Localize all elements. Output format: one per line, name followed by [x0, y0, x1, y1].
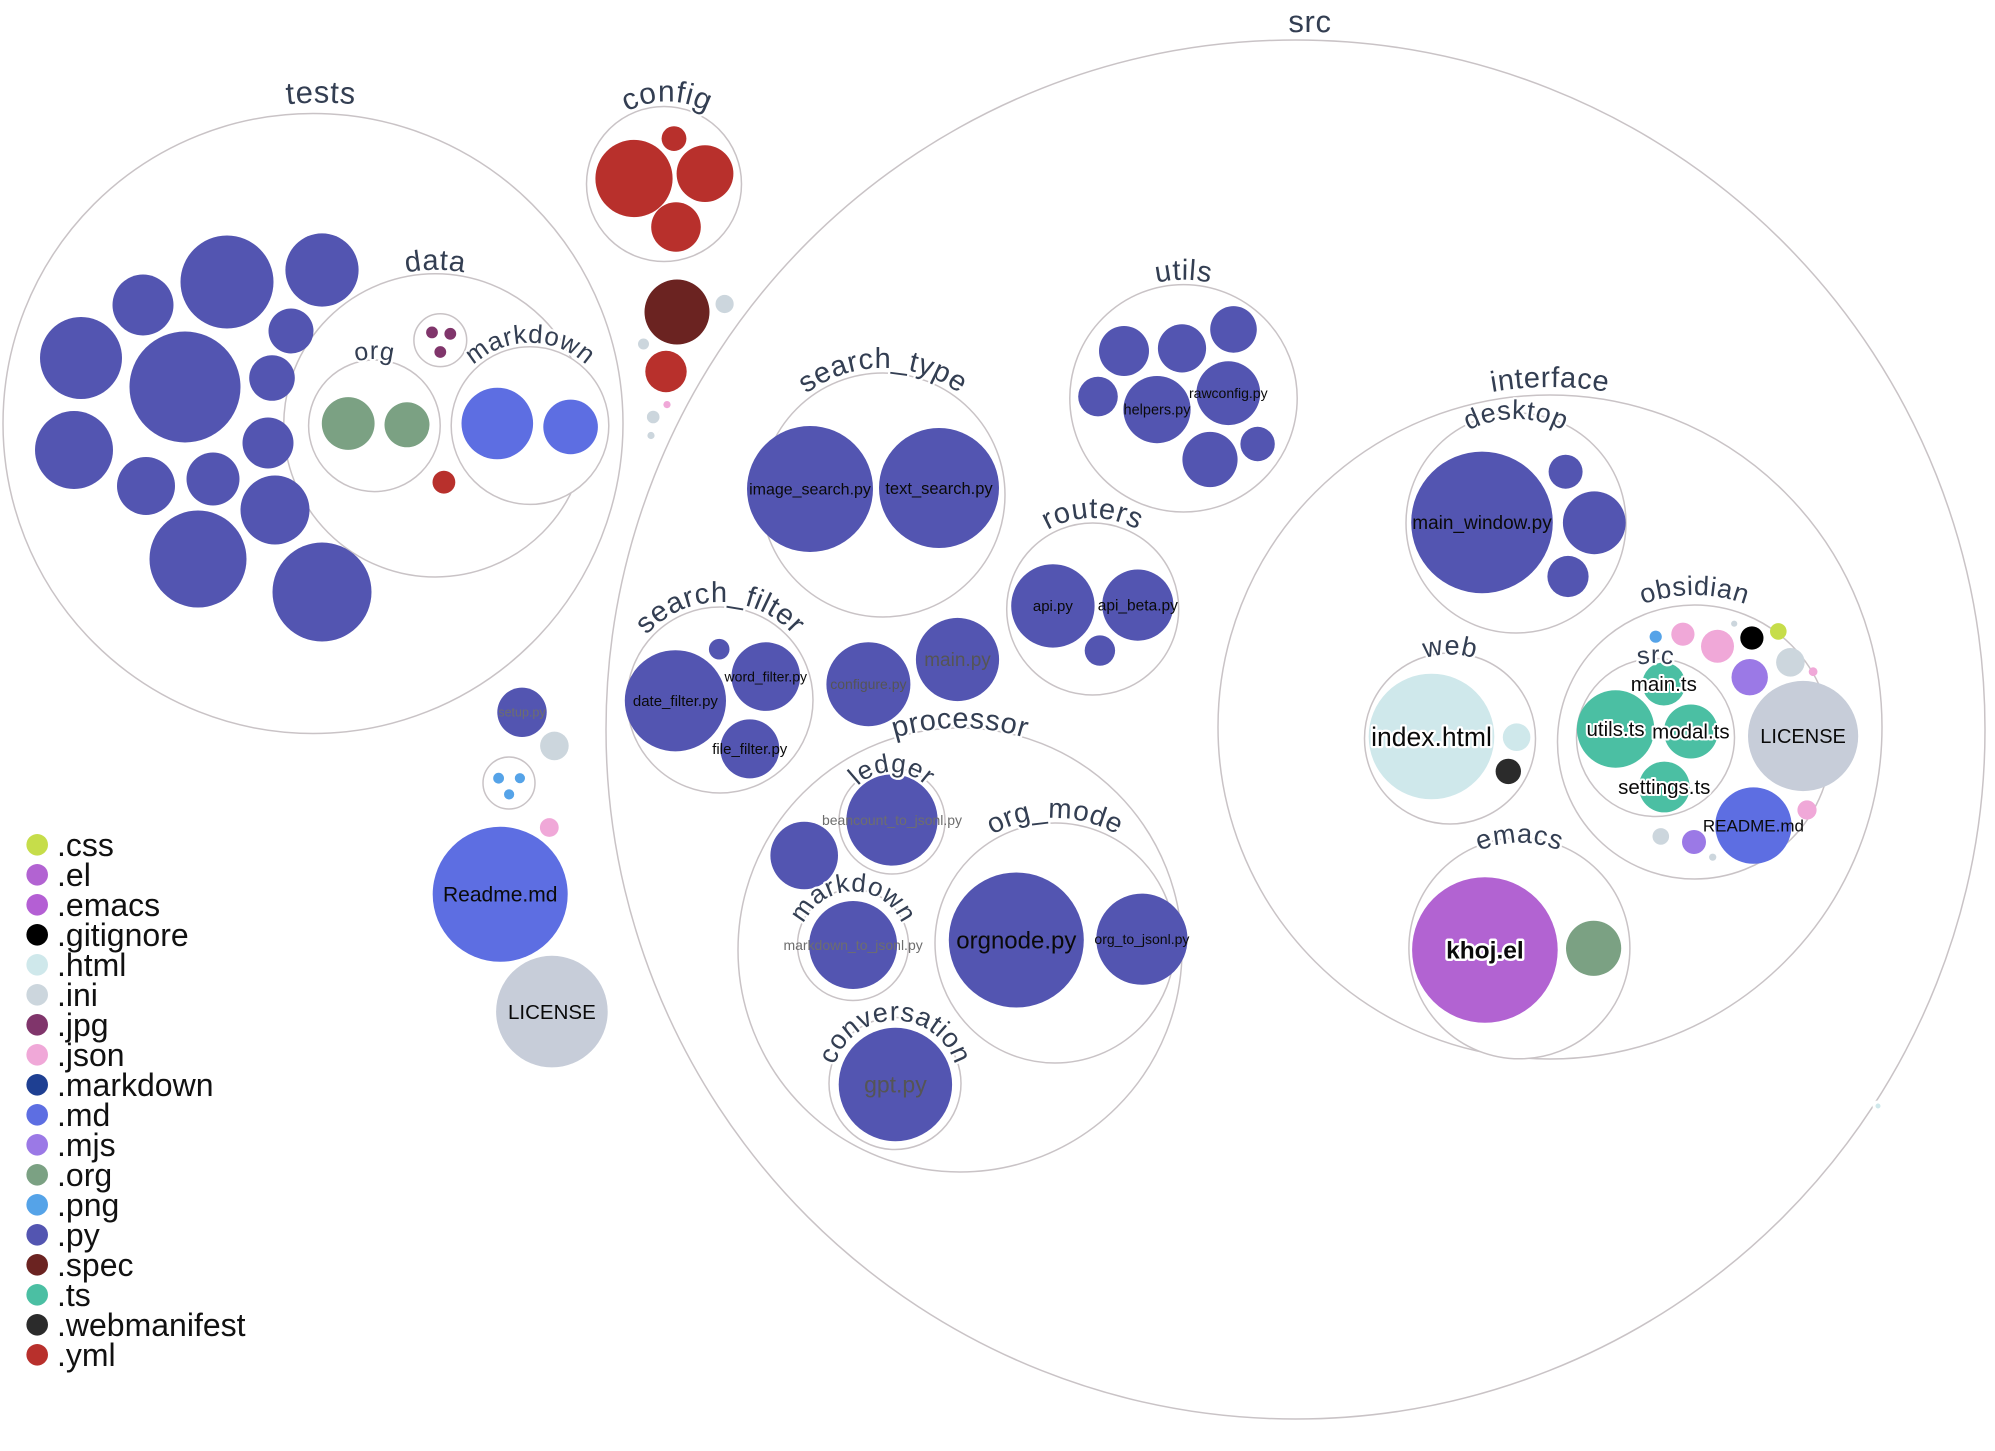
svg-text:text_search.py: text_search.py	[885, 480, 993, 498]
svg-text:main.ts: main.ts	[1631, 673, 1697, 696]
svg-text:khoj.el: khoj.el	[1446, 938, 1524, 965]
svg-text:.spec: .spec	[57, 1247, 133, 1283]
svg-text:LICENSE: LICENSE	[508, 1001, 596, 1024]
svg-text:src: src	[1635, 641, 1676, 671]
svg-text:.emacs: .emacs	[57, 887, 160, 923]
svg-text:gpt.py: gpt.py	[864, 1072, 927, 1098]
svg-text:tests: tests	[284, 75, 357, 112]
svg-text:.ts: .ts	[57, 1277, 91, 1313]
svg-text:org: org	[352, 337, 397, 367]
svg-text:orgnode.py: orgnode.py	[956, 927, 1076, 954]
svg-text:date_filter.py: date_filter.py	[633, 693, 719, 710]
svg-text:data: data	[403, 245, 468, 280]
svg-text:setup.py: setup.py	[498, 706, 546, 720]
svg-text:modal.ts: modal.ts	[1652, 721, 1729, 744]
svg-text:configure.py: configure.py	[830, 676, 906, 692]
svg-text:.org: .org	[57, 1157, 112, 1193]
svg-text:.ini: .ini	[57, 977, 98, 1013]
svg-text:.yml: .yml	[57, 1337, 116, 1373]
svg-text:.md: .md	[57, 1097, 110, 1133]
svg-text:api_beta.py: api_beta.py	[1098, 598, 1178, 615]
svg-text:rawconfig.py: rawconfig.py	[1189, 385, 1268, 401]
svg-text:org_to_jsonl.py: org_to_jsonl.py	[1094, 931, 1189, 947]
svg-text:.markdown: .markdown	[57, 1067, 214, 1103]
svg-text:word_filter.py: word_filter.py	[724, 669, 807, 685]
svg-text:main.py: main.py	[924, 650, 991, 671]
svg-text:helpers.py: helpers.py	[1124, 403, 1192, 419]
svg-text:interface: interface	[1488, 362, 1612, 399]
svg-text:.css: .css	[57, 827, 114, 863]
svg-text:Readme.md: Readme.md	[443, 884, 557, 907]
svg-text:.json: .json	[57, 1037, 125, 1073]
svg-text:.mjs: .mjs	[57, 1127, 116, 1163]
svg-text:file_filter.py: file_filter.py	[712, 741, 788, 758]
svg-text:.html: .html	[57, 947, 126, 983]
svg-text:.jpg: .jpg	[57, 1007, 109, 1043]
svg-text:.el: .el	[57, 857, 91, 893]
svg-text:.png: .png	[57, 1187, 119, 1223]
svg-text:utils: utils	[1152, 255, 1214, 290]
svg-text:web: web	[1419, 630, 1480, 664]
svg-text:beancount_to_jsonl.py: beancount_to_jsonl.py	[822, 812, 962, 828]
svg-text:image_search.py: image_search.py	[749, 482, 871, 499]
svg-text:settings.ts: settings.ts	[1618, 776, 1710, 799]
svg-text:markdown_to_jsonl.py: markdown_to_jsonl.py	[783, 937, 922, 953]
svg-text:.webmanifest: .webmanifest	[57, 1307, 246, 1343]
svg-text:main_window.py: main_window.py	[1412, 513, 1552, 534]
svg-text:index.html: index.html	[1371, 722, 1492, 752]
svg-text:src: src	[1288, 4, 1332, 39]
svg-text:.py: .py	[57, 1217, 100, 1253]
svg-text:README.md: README.md	[1703, 817, 1804, 836]
svg-text:api.py: api.py	[1033, 598, 1074, 615]
svg-text:.gitignore: .gitignore	[57, 917, 189, 953]
svg-text:utils.ts: utils.ts	[1587, 718, 1645, 741]
svg-text:LICENSE: LICENSE	[1760, 726, 1846, 748]
